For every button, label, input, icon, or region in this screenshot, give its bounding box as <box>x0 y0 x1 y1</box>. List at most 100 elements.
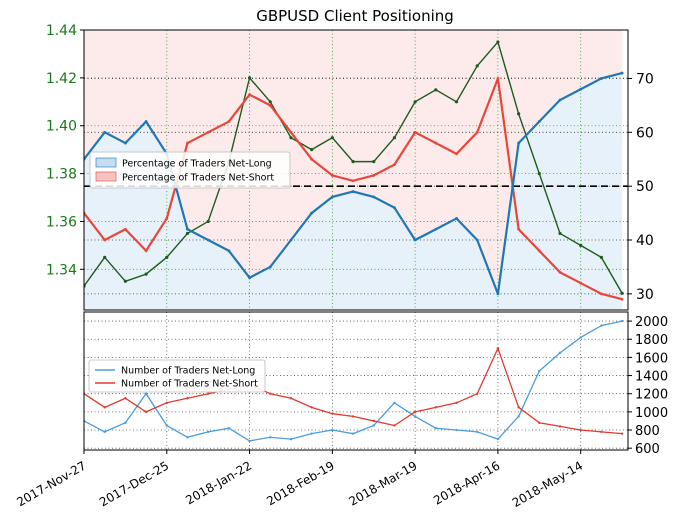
net-short-line-point <box>186 141 189 145</box>
count-long-line-point <box>558 351 562 355</box>
count-tick-label: 800 <box>635 424 660 439</box>
net-long-line-point <box>558 98 562 102</box>
top-legend-entry: Percentage of Traders Net-Long <box>122 159 272 170</box>
net-long-line-point <box>268 265 272 269</box>
net-short-line-point <box>144 249 148 253</box>
net-short-line-point <box>103 238 107 242</box>
count-short-line-point <box>600 430 603 434</box>
net-short-line-point <box>537 249 541 253</box>
right-tick-label: 50 <box>636 179 654 195</box>
price-point <box>372 160 376 164</box>
count-long-line-point <box>269 436 272 439</box>
count-short-line-point <box>476 392 479 395</box>
price-point <box>392 136 397 140</box>
net-short-line-point <box>455 152 458 156</box>
count-long-line-point <box>351 432 355 435</box>
bottom-legend-entry: Number of Traders Net-Short <box>121 379 258 390</box>
x-tick-label: 2018-Jan-22 <box>183 458 254 507</box>
top-panel-plot <box>84 30 628 310</box>
net-long-line-point <box>413 238 417 242</box>
count-tick-label: 1600 <box>635 351 668 366</box>
price-point <box>206 219 210 224</box>
net-long-line-point <box>537 120 541 123</box>
x-tick-label: 2018-Mar-19 <box>347 458 420 508</box>
net-long-line-point <box>227 249 231 253</box>
count-short-line-point <box>144 410 148 414</box>
left-tick-label: 1.40 <box>46 119 77 135</box>
count-long-line-point <box>124 421 127 424</box>
count-short-line-point <box>393 424 396 427</box>
count-long-line-point <box>248 439 251 443</box>
count-short-line-point <box>206 392 210 395</box>
net-short-line-point <box>372 173 376 177</box>
count-short-line-point <box>579 428 582 432</box>
count-long-line-point <box>372 424 375 427</box>
left-tick-label: 1.44 <box>46 23 77 39</box>
net-long-area <box>84 73 623 310</box>
net-long-line-point <box>455 217 458 220</box>
left-tick-label: 1.34 <box>46 262 77 278</box>
net-short-line-point <box>496 77 500 80</box>
count-long-line-point <box>600 324 603 327</box>
count-long-line-point <box>413 415 417 418</box>
count-short-line-point <box>517 406 520 409</box>
net-long-line-point <box>103 130 107 134</box>
price-point <box>517 112 521 116</box>
net-long-line-point <box>144 120 148 123</box>
count-long-line-point <box>393 401 396 404</box>
right-tick-label: 60 <box>636 125 654 141</box>
price-point <box>351 160 355 164</box>
net-short-line-point <box>268 103 272 107</box>
x-tick-label: 2018-Apr-16 <box>431 458 502 507</box>
net-short-line-point <box>620 297 624 301</box>
right-tick-label: 70 <box>636 71 654 87</box>
count-long-line-point <box>476 430 479 434</box>
top-legend-swatch <box>95 171 117 182</box>
x-tick-label: 2017-Dec-25 <box>97 458 171 509</box>
count-long-line-point <box>455 428 458 432</box>
net-long-line-point <box>248 276 251 280</box>
count-short-line-point <box>558 425 562 428</box>
count-long-line-point <box>517 415 520 418</box>
count-short-line-point <box>331 412 334 415</box>
count-long-line-point <box>186 436 189 439</box>
count-long-line-point <box>434 427 438 430</box>
count-short-line-point <box>269 392 272 395</box>
count-short-line-point <box>165 401 168 404</box>
x-tick-label: 2018-May-14 <box>510 458 585 510</box>
net-long-line-point <box>517 141 521 145</box>
net-long-line-point <box>393 206 396 210</box>
price-point <box>185 231 190 236</box>
price-point <box>165 255 169 259</box>
net-short-line-point <box>310 157 314 161</box>
count-tick-label: 1800 <box>635 333 668 348</box>
price-point <box>579 243 583 247</box>
count-short-line-point <box>310 406 313 409</box>
count-long-line-point <box>310 432 313 435</box>
right-tick-label: 30 <box>636 287 654 303</box>
chart-title: GBPUSD Client Positioning <box>256 7 454 25</box>
price-point <box>599 255 603 259</box>
count-tick-label: 1200 <box>635 388 668 403</box>
price-point <box>289 136 293 140</box>
net-short-line-point <box>434 141 438 145</box>
net-short-line-point <box>579 281 583 285</box>
net-long-line-point <box>620 71 624 75</box>
count-short-line-point <box>620 432 624 435</box>
bottom-panel-frame <box>83 311 629 451</box>
net-short-line-point <box>330 173 334 177</box>
count-short-line-point <box>103 406 106 409</box>
net-long-line-point <box>372 195 376 199</box>
net-long-line-point <box>496 292 500 296</box>
net-long-line-point <box>310 211 314 215</box>
count-short-line-point <box>186 397 189 400</box>
count-short-line-point <box>455 401 458 404</box>
price-point <box>434 88 438 92</box>
price-point <box>496 40 500 44</box>
net-long-line-point <box>351 190 355 193</box>
count-tick-label: 2000 <box>635 315 668 330</box>
net-short-line-point <box>517 227 521 231</box>
left-tick-label: 1.42 <box>46 71 77 87</box>
net-long-line-point <box>475 238 479 242</box>
